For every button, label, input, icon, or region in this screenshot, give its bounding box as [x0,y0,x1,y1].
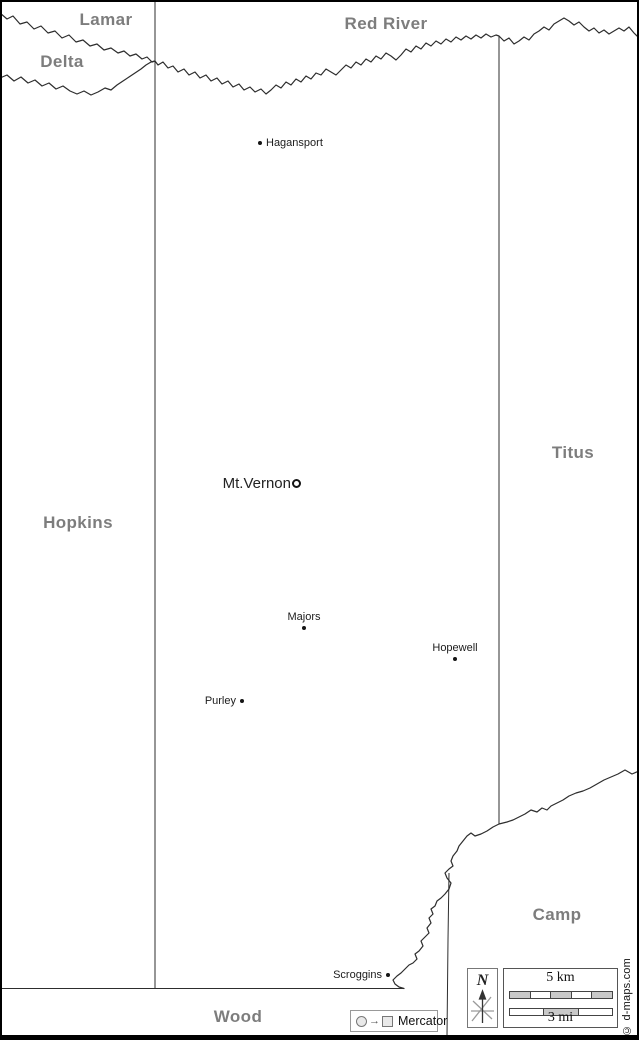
scale-segment [551,992,572,998]
county-label-delta: Delta [40,52,84,71]
county-seat-marker-icon [292,479,301,488]
county-label-camp: Camp [532,905,582,924]
copyright-credit: © d-maps.com [621,958,633,1036]
southeast-creek-boundary-path [392,769,639,990]
scale-segment [578,1009,612,1015]
scale-segment [544,1009,579,1015]
globe-circle-icon [356,1015,367,1027]
town-dot-icon [240,699,244,703]
camp-wood-border-line [446,872,450,1037]
frame-top-edge [0,0,639,2]
compass-rose-icon [471,989,494,1023]
town-dot-icon [302,626,306,630]
county-label-red-river: Red River [344,14,428,33]
scale-segment [510,1009,545,1015]
place-label: Purley [204,694,236,707]
town-dot-icon [386,973,390,977]
place-label: Majors [287,611,321,623]
frame-left-edge [0,0,2,1040]
north-label: N [476,972,489,989]
scale-segment [592,992,612,998]
town-dot-icon [258,141,262,145]
county-label-hopkins: Hopkins [43,513,113,532]
frame-bottom-edge [0,1035,639,1040]
arrow-right-icon: → [369,1014,380,1027]
place-label: Hopewell [432,642,478,654]
place-label: Scroggins [333,968,382,981]
north-river-boundary-path [0,12,639,95]
county-label-lamar: Lamar [79,10,133,29]
projection-name: Mercator [398,1014,448,1028]
scale-segment [571,992,593,998]
county-label-titus: Titus [551,443,595,462]
scale-segment [530,992,552,998]
place-label: Mt.Vernon [222,475,291,493]
county-label-wood: Wood [213,1007,263,1026]
frame-right-edge [637,0,639,1040]
projection-legend: → Mercator [350,1010,447,1032]
projected-square-icon [382,1015,393,1027]
scale-km-bar [509,991,613,999]
scale-bar-box: 5 km 3 mi [503,968,618,1028]
scale-km-label: 5 km [546,970,575,985]
place-label: Hagansport [266,136,323,149]
town-dot-icon [453,657,457,661]
north-indicator: N [467,968,498,1028]
scale-mi-bar [509,1008,613,1016]
scale-segment [510,992,531,998]
scale-mi-label: 3 mi [547,1010,574,1025]
delta-hopkins-boundary-path [0,60,156,96]
